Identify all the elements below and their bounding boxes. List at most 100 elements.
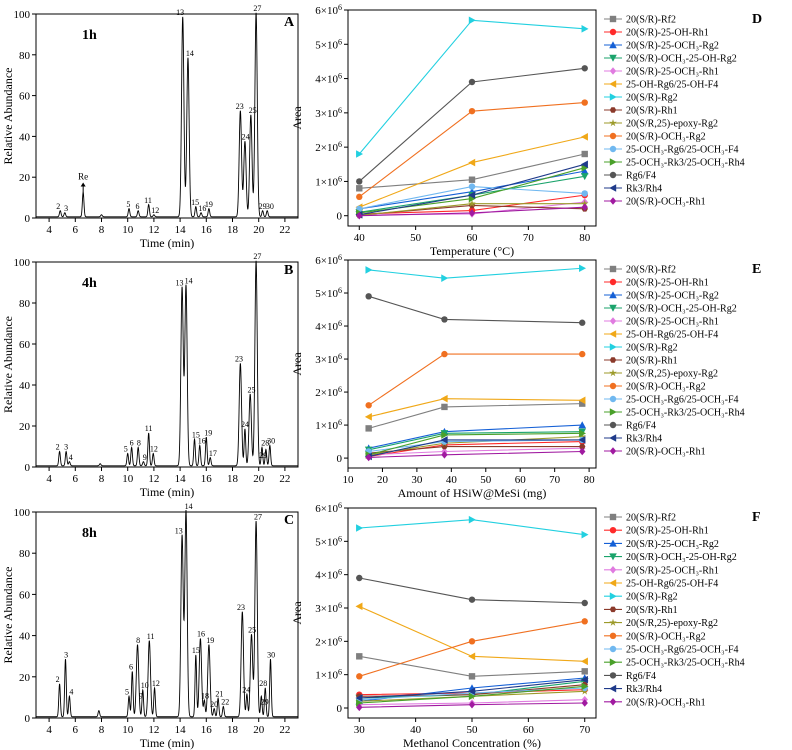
marker-triangle-right xyxy=(609,658,617,666)
marker-triangle-left xyxy=(580,675,588,684)
peak-label: 2 xyxy=(56,675,60,684)
peak-label: 22 xyxy=(221,698,229,707)
marker-diamond xyxy=(579,447,586,456)
peak-label: 30 xyxy=(266,202,274,211)
x-tick-label: 80 xyxy=(579,232,591,244)
marker-triangle-left xyxy=(364,413,372,421)
tick-label-exponent: 6 xyxy=(338,385,342,394)
panel-letter: F xyxy=(752,510,761,525)
marker-triangle-right xyxy=(581,25,589,33)
legend-label: Rk3/Rh4 xyxy=(626,684,662,695)
legend-label: 20(S/R)-25-OCH₃-Rg2 xyxy=(626,539,719,550)
legend-label: 25-OCH₃-Rg6/25-OCH₃-F4 xyxy=(626,145,739,156)
y-tick-label: 0 xyxy=(337,211,343,223)
peak-label: 2 xyxy=(56,202,60,211)
marker-triangle-right xyxy=(441,431,449,439)
peak-label: 3 xyxy=(64,204,68,213)
peak-label: 20 xyxy=(210,700,218,709)
x-axis-label: Time (min) xyxy=(140,736,195,750)
x-axis-label: Methanol Concentration (%) xyxy=(403,736,541,750)
x-axis-label: Time (min) xyxy=(140,485,195,499)
series-line xyxy=(368,450,583,458)
marker-circle xyxy=(609,145,617,153)
peak-label: 13 xyxy=(175,527,183,536)
peak-label: 27 xyxy=(253,4,261,13)
legend-label: 25-OCH₃-Rk3/25-OCH₃-Rh4 xyxy=(626,658,745,669)
series-line xyxy=(359,620,585,677)
y-tick-label: 4×106 xyxy=(315,568,342,582)
x-tick-label: 40 xyxy=(354,232,366,244)
marker-circle xyxy=(356,193,363,201)
marker-triangle-right xyxy=(468,16,476,25)
y-tick-label: 20 xyxy=(19,172,31,184)
marker-circle xyxy=(581,190,588,197)
marker-circle xyxy=(356,574,363,582)
series-line xyxy=(359,605,585,662)
marker-triangle-left xyxy=(468,687,476,696)
peak-label: 16 xyxy=(197,630,205,639)
marker-circle xyxy=(468,107,476,115)
marker-triangle-right xyxy=(468,194,476,203)
tick-label-exponent: 6 xyxy=(338,3,342,12)
peak-label: 15 xyxy=(191,198,199,207)
peak-label: 5 xyxy=(125,687,129,696)
x-tick-label: 10 xyxy=(122,724,134,736)
peak-label: 14 xyxy=(185,502,193,511)
x-tick-label: 20 xyxy=(253,724,265,736)
peak-label: 12 xyxy=(150,445,158,454)
peak-label: 13 xyxy=(176,8,184,17)
peak-label: 24 xyxy=(241,420,249,429)
chromatogram-trace xyxy=(36,260,298,467)
y-tick-label: 60 xyxy=(19,339,31,351)
marker-triangle-left xyxy=(609,330,617,338)
marker-hexagon xyxy=(609,107,617,113)
peak-label: 27 xyxy=(253,252,261,261)
legend-label: 20(S/R)-25-OCH₃-Rg2 xyxy=(626,41,719,52)
marker-circle xyxy=(609,645,617,653)
chromatogram-trace xyxy=(36,12,298,218)
peak-label: 23 xyxy=(235,355,243,364)
marker-square xyxy=(441,403,448,411)
legend-label: 20(S/R)-25-OH-Rh1 xyxy=(626,278,709,289)
chromatogram-panel-A: 4 6 8 10 12 14 16 18 20 22 0 20 40 60 80 100 Time (min) R… xyxy=(1,4,299,250)
marker-triangle-up xyxy=(580,167,589,175)
marker-star xyxy=(609,119,617,127)
peak-label: 3 xyxy=(64,650,68,659)
marker-triangle-right xyxy=(356,150,364,158)
time-annotation: 8h xyxy=(82,526,97,541)
y-axis-label: Relative Abundance xyxy=(1,567,15,664)
tick-label-exponent: 6 xyxy=(338,601,342,610)
series-line xyxy=(358,19,585,155)
marker-circle xyxy=(581,65,588,72)
legend-label: Rg6/F4 xyxy=(626,671,656,682)
x-tick-label: 6 xyxy=(73,224,79,236)
tick-label-exponent: 6 xyxy=(338,72,342,81)
marker-triangle-up xyxy=(609,539,617,547)
marker-triangle-left xyxy=(609,434,617,442)
marker-triangle-right xyxy=(581,530,589,539)
x-tick-label: 18 xyxy=(227,224,239,236)
peak-label: 25 xyxy=(247,385,255,394)
marker-circle xyxy=(579,350,586,358)
marker-circle xyxy=(609,132,617,140)
marker-triangle-left xyxy=(609,684,617,693)
marker-diamond xyxy=(609,317,617,325)
peak-label: 18 xyxy=(201,692,209,701)
x-tick-label: 22 xyxy=(279,473,290,485)
x-tick-label: 18 xyxy=(227,724,239,736)
series-line xyxy=(368,353,583,406)
legend: 20(S/R)-Rf2 20(S/R)-25-OH-Rh1 20(S/R)-25-O… xyxy=(604,265,745,458)
x-tick-label: 22 xyxy=(279,724,290,736)
peak-label: 12 xyxy=(152,679,160,688)
y-tick-label: 0 xyxy=(25,462,31,474)
marker-triangle-right xyxy=(579,264,587,273)
tick-label-exponent: 6 xyxy=(338,174,342,183)
peak-label: 6 xyxy=(129,663,133,672)
peak-label: 10 xyxy=(141,681,149,690)
marker-circle xyxy=(441,316,448,323)
x-tick-label: 20 xyxy=(253,473,265,485)
marker-diamond xyxy=(609,67,617,75)
x-tick-label: 16 xyxy=(201,473,213,485)
marker-triangle-right xyxy=(365,266,373,274)
peak-label: 23 xyxy=(236,102,244,111)
